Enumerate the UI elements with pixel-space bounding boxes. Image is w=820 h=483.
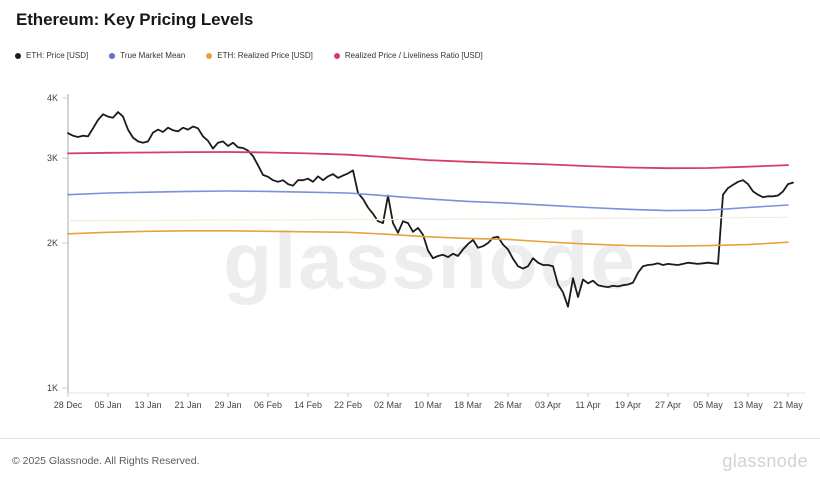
series-lines — [67, 111, 794, 308]
x-tick-label: 02 Mar — [374, 400, 402, 410]
chart-plot-area[interactable] — [68, 94, 794, 393]
legend-item-true-market-mean[interactable]: True Market Mean — [109, 51, 185, 60]
x-tick-label: 29 Jan — [214, 400, 241, 410]
footer: © 2025 Glassnode. All Rights Reserved. g… — [0, 438, 820, 483]
x-tick-label: 21 May — [773, 400, 803, 410]
x-tick-label: 05 Jan — [94, 400, 121, 410]
series-color-dot-icon — [15, 52, 21, 59]
x-tick-label: 19 Apr — [615, 400, 641, 410]
y-tick-label: 1K — [47, 383, 58, 393]
series-line-realized-price-liveliness-ratio-usd — [67, 151, 789, 170]
x-tick-label: 13 Jan — [134, 400, 161, 410]
x-tick-label: 13 May — [733, 400, 763, 410]
page-title: Ethereum: Key Pricing Levels — [16, 10, 254, 29]
x-tick-label: 18 Mar — [454, 400, 482, 410]
series-line-eth-realized-price-usd — [67, 230, 789, 247]
x-axis-ticks: 28 Dec 05 Jan 13 Jan 21 Jan 29 Jan 06 Feb 14 F… — [54, 393, 803, 410]
legend-item-eth-price-usd[interactable]: ETH: Price [USD] — [15, 51, 88, 60]
series-color-dot-icon — [109, 52, 116, 59]
legend-item-label: Realized Price / Liveliness Ratio [USD] — [344, 51, 483, 60]
x-tick-label: 10 Mar — [414, 400, 442, 410]
x-tick-label: 22 Feb — [334, 400, 362, 410]
legend-item-label: True Market Mean — [120, 51, 186, 60]
x-tick-label: 11 Apr — [575, 400, 600, 410]
x-tick-label: 03 Apr — [535, 400, 561, 410]
x-tick-label: 05 May — [693, 400, 723, 410]
copyright-text: © 2025 Glassnode. All Rights Reserved. — [12, 455, 200, 467]
series-line-eth-price-usd — [67, 111, 794, 308]
x-tick-label: 14 Feb — [294, 400, 322, 410]
series-color-dot-icon — [333, 52, 340, 59]
glassnode-logo: glassnode — [722, 450, 808, 471]
x-tick-label: 26 Mar — [494, 400, 522, 410]
series-color-dot-icon — [206, 52, 213, 59]
x-tick-label: 28 Dec — [54, 400, 83, 410]
legend-item-label: ETH: Realized Price [USD] — [217, 51, 313, 60]
legend-item-label: ETH: Price [USD] — [26, 51, 89, 60]
series-line-unlabeled-faint-level — [67, 216, 789, 222]
legend-item-realized-price-liveliness-ratio-usd[interactable]: Realized Price / Liveliness Ratio [USD] — [333, 51, 483, 60]
chart-legend: ETH: Price [USD] True Market Mean ETH: Rea… — [15, 51, 483, 60]
x-tick-label: 27 Apr — [655, 400, 681, 410]
x-tick-label: 06 Feb — [254, 400, 282, 410]
series-line-true-market-mean — [67, 190, 789, 212]
y-tick-label: 3K — [47, 153, 58, 163]
y-axis-ticks: 4K 3K 2K 1K — [47, 93, 68, 393]
x-tick-label: 21 Jan — [174, 400, 201, 410]
y-tick-label: 2K — [47, 238, 58, 248]
y-tick-label: 4K — [47, 93, 58, 103]
legend-item-eth-realized-price-usd[interactable]: ETH: Realized Price [USD] — [206, 51, 313, 60]
